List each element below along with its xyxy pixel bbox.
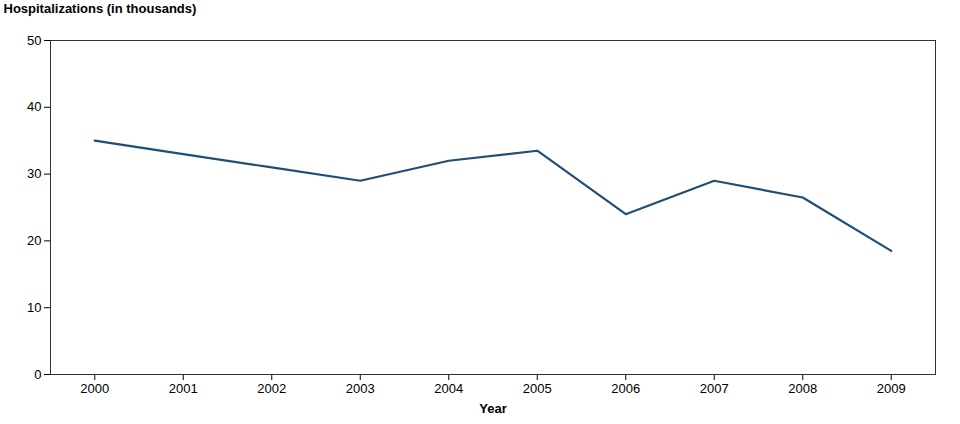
svg-text:10: 10 xyxy=(27,300,41,315)
svg-text:2007: 2007 xyxy=(700,381,729,396)
svg-text:40: 40 xyxy=(27,99,41,114)
svg-text:Hospitalizations (in thousands: Hospitalizations (in thousands) xyxy=(4,1,197,16)
svg-text:0: 0 xyxy=(34,367,41,382)
svg-text:2000: 2000 xyxy=(80,381,109,396)
svg-text:50: 50 xyxy=(27,33,41,48)
svg-text:2006: 2006 xyxy=(611,381,640,396)
svg-text:2005: 2005 xyxy=(523,381,552,396)
svg-text:2004: 2004 xyxy=(434,381,463,396)
svg-text:2003: 2003 xyxy=(346,381,375,396)
svg-text:2001: 2001 xyxy=(169,381,198,396)
svg-text:2009: 2009 xyxy=(877,381,906,396)
svg-text:20: 20 xyxy=(27,233,41,248)
svg-text:30: 30 xyxy=(27,166,41,181)
svg-text:2002: 2002 xyxy=(257,381,286,396)
svg-text:2008: 2008 xyxy=(788,381,817,396)
svg-text:Year: Year xyxy=(479,401,506,416)
